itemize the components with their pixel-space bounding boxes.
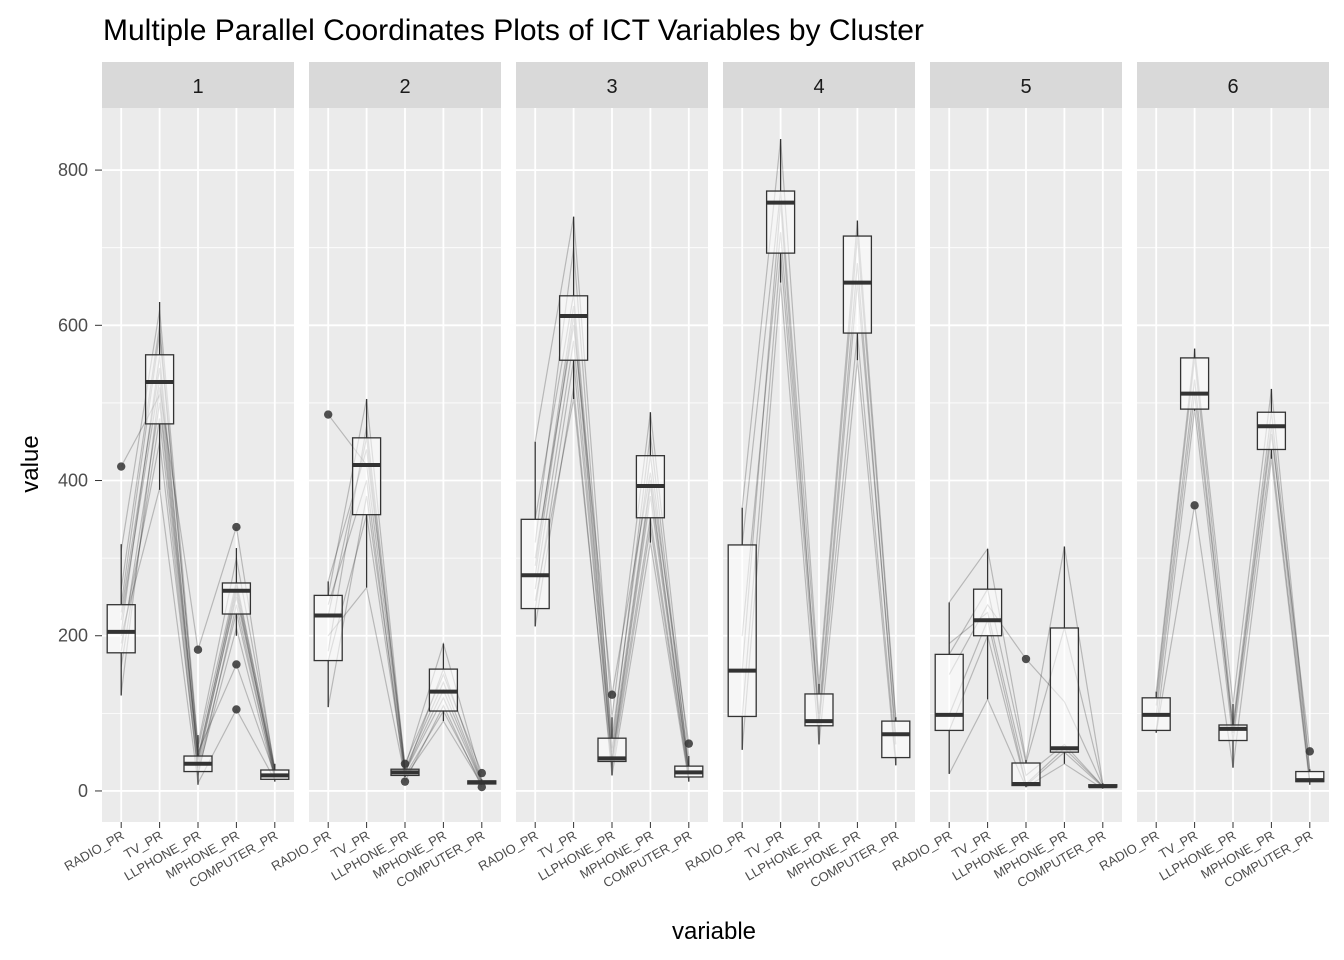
box (1179, 357, 1210, 410)
boxplot-tv-pr (1179, 348, 1210, 510)
box (221, 582, 252, 615)
box (881, 720, 911, 759)
box (597, 737, 627, 763)
boxplot-radio-pr (313, 410, 343, 708)
facet-strip (102, 62, 294, 108)
outlier-point (232, 522, 241, 532)
boxplot-computer-pr (674, 739, 704, 782)
facet-strip (1137, 62, 1329, 108)
outlier-point (324, 410, 333, 419)
outlier-point (117, 462, 126, 471)
facet-panel-6: 6RADIO_PRTV_PRLLPHONE_PRMPHONE_PRCOMPUTE… (1097, 62, 1329, 890)
outlier-point (400, 777, 410, 786)
boxplot-computer-pr (467, 768, 497, 792)
boxplot-tv-pr (765, 139, 796, 283)
boxplot-llphone-pr (390, 759, 420, 786)
boxplot-radio-pr (934, 602, 964, 774)
box (144, 354, 175, 425)
boxplot-mphone-pr (842, 220, 873, 361)
facet-strip-label: 2 (399, 76, 410, 98)
facet-panel-2: 2RADIO_PRTV_PRLLPHONE_PRMPHONE_PRCOMPUTE… (269, 62, 501, 890)
facet-strip-label: 3 (606, 76, 617, 98)
boxplot-llphone-pr (1218, 704, 1248, 768)
boxplot-tv-pr (351, 399, 382, 588)
boxplot-radio-pr (520, 441, 550, 627)
box (313, 594, 343, 662)
box (1256, 411, 1287, 451)
boxplot-computer-pr (1088, 783, 1118, 789)
boxplot-llphone-pr (1011, 654, 1041, 788)
facet-strip (723, 62, 915, 108)
outlier-point (1021, 654, 1031, 664)
box (520, 518, 550, 610)
box (106, 604, 136, 654)
boxplot-tv-pr (558, 216, 589, 400)
outlier-point (684, 739, 693, 748)
facet-strip (309, 62, 501, 108)
boxplot-mphone-pr (1256, 388, 1287, 459)
outlier-point (400, 759, 410, 768)
y-tick-label: 400 (58, 471, 88, 491)
box (558, 295, 589, 361)
facet-panel-1: 1RADIO_PRTV_PRLLPHONE_PRMPHONE_PRCOMPUTE… (62, 62, 294, 890)
boxplot-llphone-pr (183, 645, 213, 785)
y-tick-label: 0 (78, 781, 88, 801)
boxplot-radio-pr (106, 462, 136, 696)
box (972, 588, 1003, 637)
boxplot-mphone-pr (1049, 546, 1080, 764)
boxplot-radio-pr (1141, 691, 1171, 733)
outlier-point (1305, 747, 1315, 756)
facet-strip (516, 62, 708, 108)
y-tick-label: 200 (58, 626, 88, 646)
facet-panels: 1RADIO_PRTV_PRLLPHONE_PRMPHONE_PRCOMPUTE… (62, 62, 1329, 890)
facet-strip-label: 5 (1020, 76, 1031, 98)
outlier-point (193, 645, 203, 654)
x-axis-title: variable (672, 918, 756, 945)
facet-strip-label: 6 (1227, 76, 1238, 98)
outlier-point (477, 782, 486, 792)
outlier-point (607, 690, 617, 699)
y-axis: 0 200 400 600 800 (58, 160, 102, 801)
outlier-point (1190, 501, 1199, 510)
boxplot-radio-pr (727, 507, 757, 750)
box (351, 437, 382, 516)
boxplot-computer-pr (881, 717, 911, 766)
boxplot-computer-pr (260, 763, 290, 782)
box (934, 653, 964, 732)
facet-strip (930, 62, 1122, 108)
box (1049, 627, 1080, 753)
facet-strip-label: 1 (192, 76, 203, 98)
boxplot-tv-pr (144, 302, 175, 490)
boxplot-mphone-pr (428, 643, 459, 722)
y-tick-label: 600 (58, 315, 88, 335)
chart-title: Multiple Parallel Coordinates Plots of I… (103, 14, 924, 47)
boxplot-llphone-pr (804, 683, 834, 745)
y-tick-label: 800 (58, 160, 88, 180)
boxplot-mphone-pr (635, 412, 666, 543)
boxplot-tv-pr (972, 548, 1003, 700)
outlier-point (477, 768, 486, 778)
y-axis-title: value (17, 435, 44, 492)
boxplot-computer-pr (1295, 747, 1325, 785)
facet-strip-label: 4 (813, 76, 824, 98)
boxplot-llphone-pr (597, 690, 627, 776)
box (765, 190, 796, 254)
outlier-point (232, 660, 241, 669)
box (727, 544, 757, 718)
boxplot-mphone-pr (221, 522, 252, 714)
outlier-point (232, 705, 241, 714)
